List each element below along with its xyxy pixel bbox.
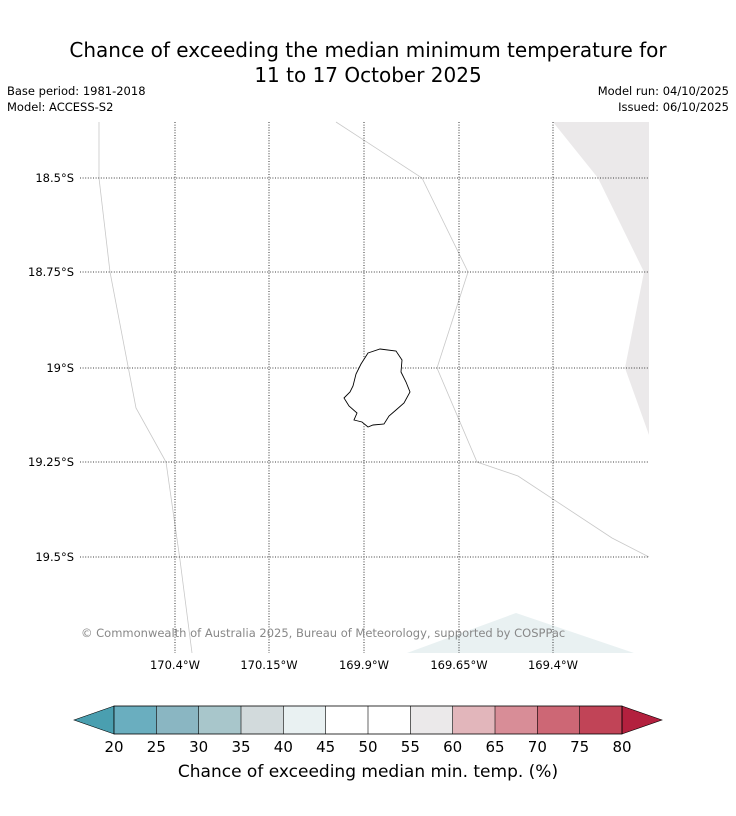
title-line-1: Chance of exceeding the median minimum t… [69, 38, 667, 62]
title-line-2: 11 to 17 October 2025 [254, 63, 482, 87]
lat-label: 18.5°S [35, 171, 74, 185]
colorbar-segment [579, 706, 622, 734]
copyright-notice: © Commonwealth of Australia 2025, Bureau… [81, 626, 565, 640]
colorbar-outline [113, 705, 623, 735]
colorbar-tick-label: 40 [273, 738, 293, 756]
colorbar-extend-high [621, 705, 663, 735]
model-name: Model: ACCESS-S2 [7, 100, 114, 114]
issued-date: Issued: 06/10/2025 [618, 100, 729, 114]
lat-label: 19.25°S [28, 455, 74, 469]
lon-label: 170.4°W [150, 658, 200, 672]
lat-label: 19°S [46, 361, 74, 375]
lon-label: 169.65°W [430, 658, 487, 672]
colorbar-segment [241, 706, 284, 734]
colorbar-tick-label: 25 [146, 738, 166, 756]
colorbar-tick-label: 45 [316, 738, 336, 756]
eez-boundary-east [335, 121, 650, 558]
colorbar-tick-label: 55 [400, 738, 420, 756]
colorbar-segment [283, 706, 326, 734]
colorbar-tick-label: 80 [612, 738, 632, 756]
colorbar-tick-label: 35 [231, 738, 251, 756]
shaded-region-southeast [407, 613, 634, 653]
lon-label: 169.4°W [528, 658, 578, 672]
colorbar-tick-label: 30 [189, 738, 209, 756]
colorbar-label: Chance of exceeding median min. temp. (%… [177, 762, 559, 782]
colorbar-segment [325, 706, 368, 734]
colorbar-segment [368, 706, 411, 734]
colorbar-extend-low [73, 705, 115, 735]
colorbar-tick-label: 65 [485, 738, 505, 756]
colorbar-segment [114, 706, 157, 734]
eez-boundary-west [98, 122, 193, 654]
colorbar-segment [156, 706, 199, 734]
lat-label: 18.75°S [28, 265, 74, 279]
model-run: Model run: 04/10/2025 [597, 84, 729, 98]
colorbar-tick-label: 60 [443, 738, 463, 756]
meta-left: Base period: 1981-2018 Model: ACCESS-S2 [7, 83, 146, 115]
map-title: Chance of exceeding the median minimum t… [0, 38, 736, 88]
colorbar-tick-label: 50 [358, 738, 378, 756]
lat-label: 19.5°S [35, 550, 74, 564]
shaded-region-northeast [553, 122, 649, 435]
lon-label: 170.15°W [240, 658, 297, 672]
lon-label: 169.9°W [339, 658, 389, 672]
colorbar-segment [495, 706, 538, 734]
colorbar-tick-label: 70 [527, 738, 547, 756]
colorbar [73, 705, 663, 735]
base-period: Base period: 1981-2018 [7, 84, 146, 98]
colorbar-tick-label: 75 [570, 738, 590, 756]
colorbar-segment [410, 706, 453, 734]
meta-right: Model run: 04/10/2025 Issued: 06/10/2025 [598, 83, 729, 115]
island-outline [343, 348, 411, 428]
colorbar-tick-label: 20 [104, 738, 124, 756]
colorbar-segment [452, 706, 495, 734]
graticule [80, 122, 649, 653]
colorbar-segment [537, 706, 580, 734]
colorbar-segment [198, 706, 241, 734]
